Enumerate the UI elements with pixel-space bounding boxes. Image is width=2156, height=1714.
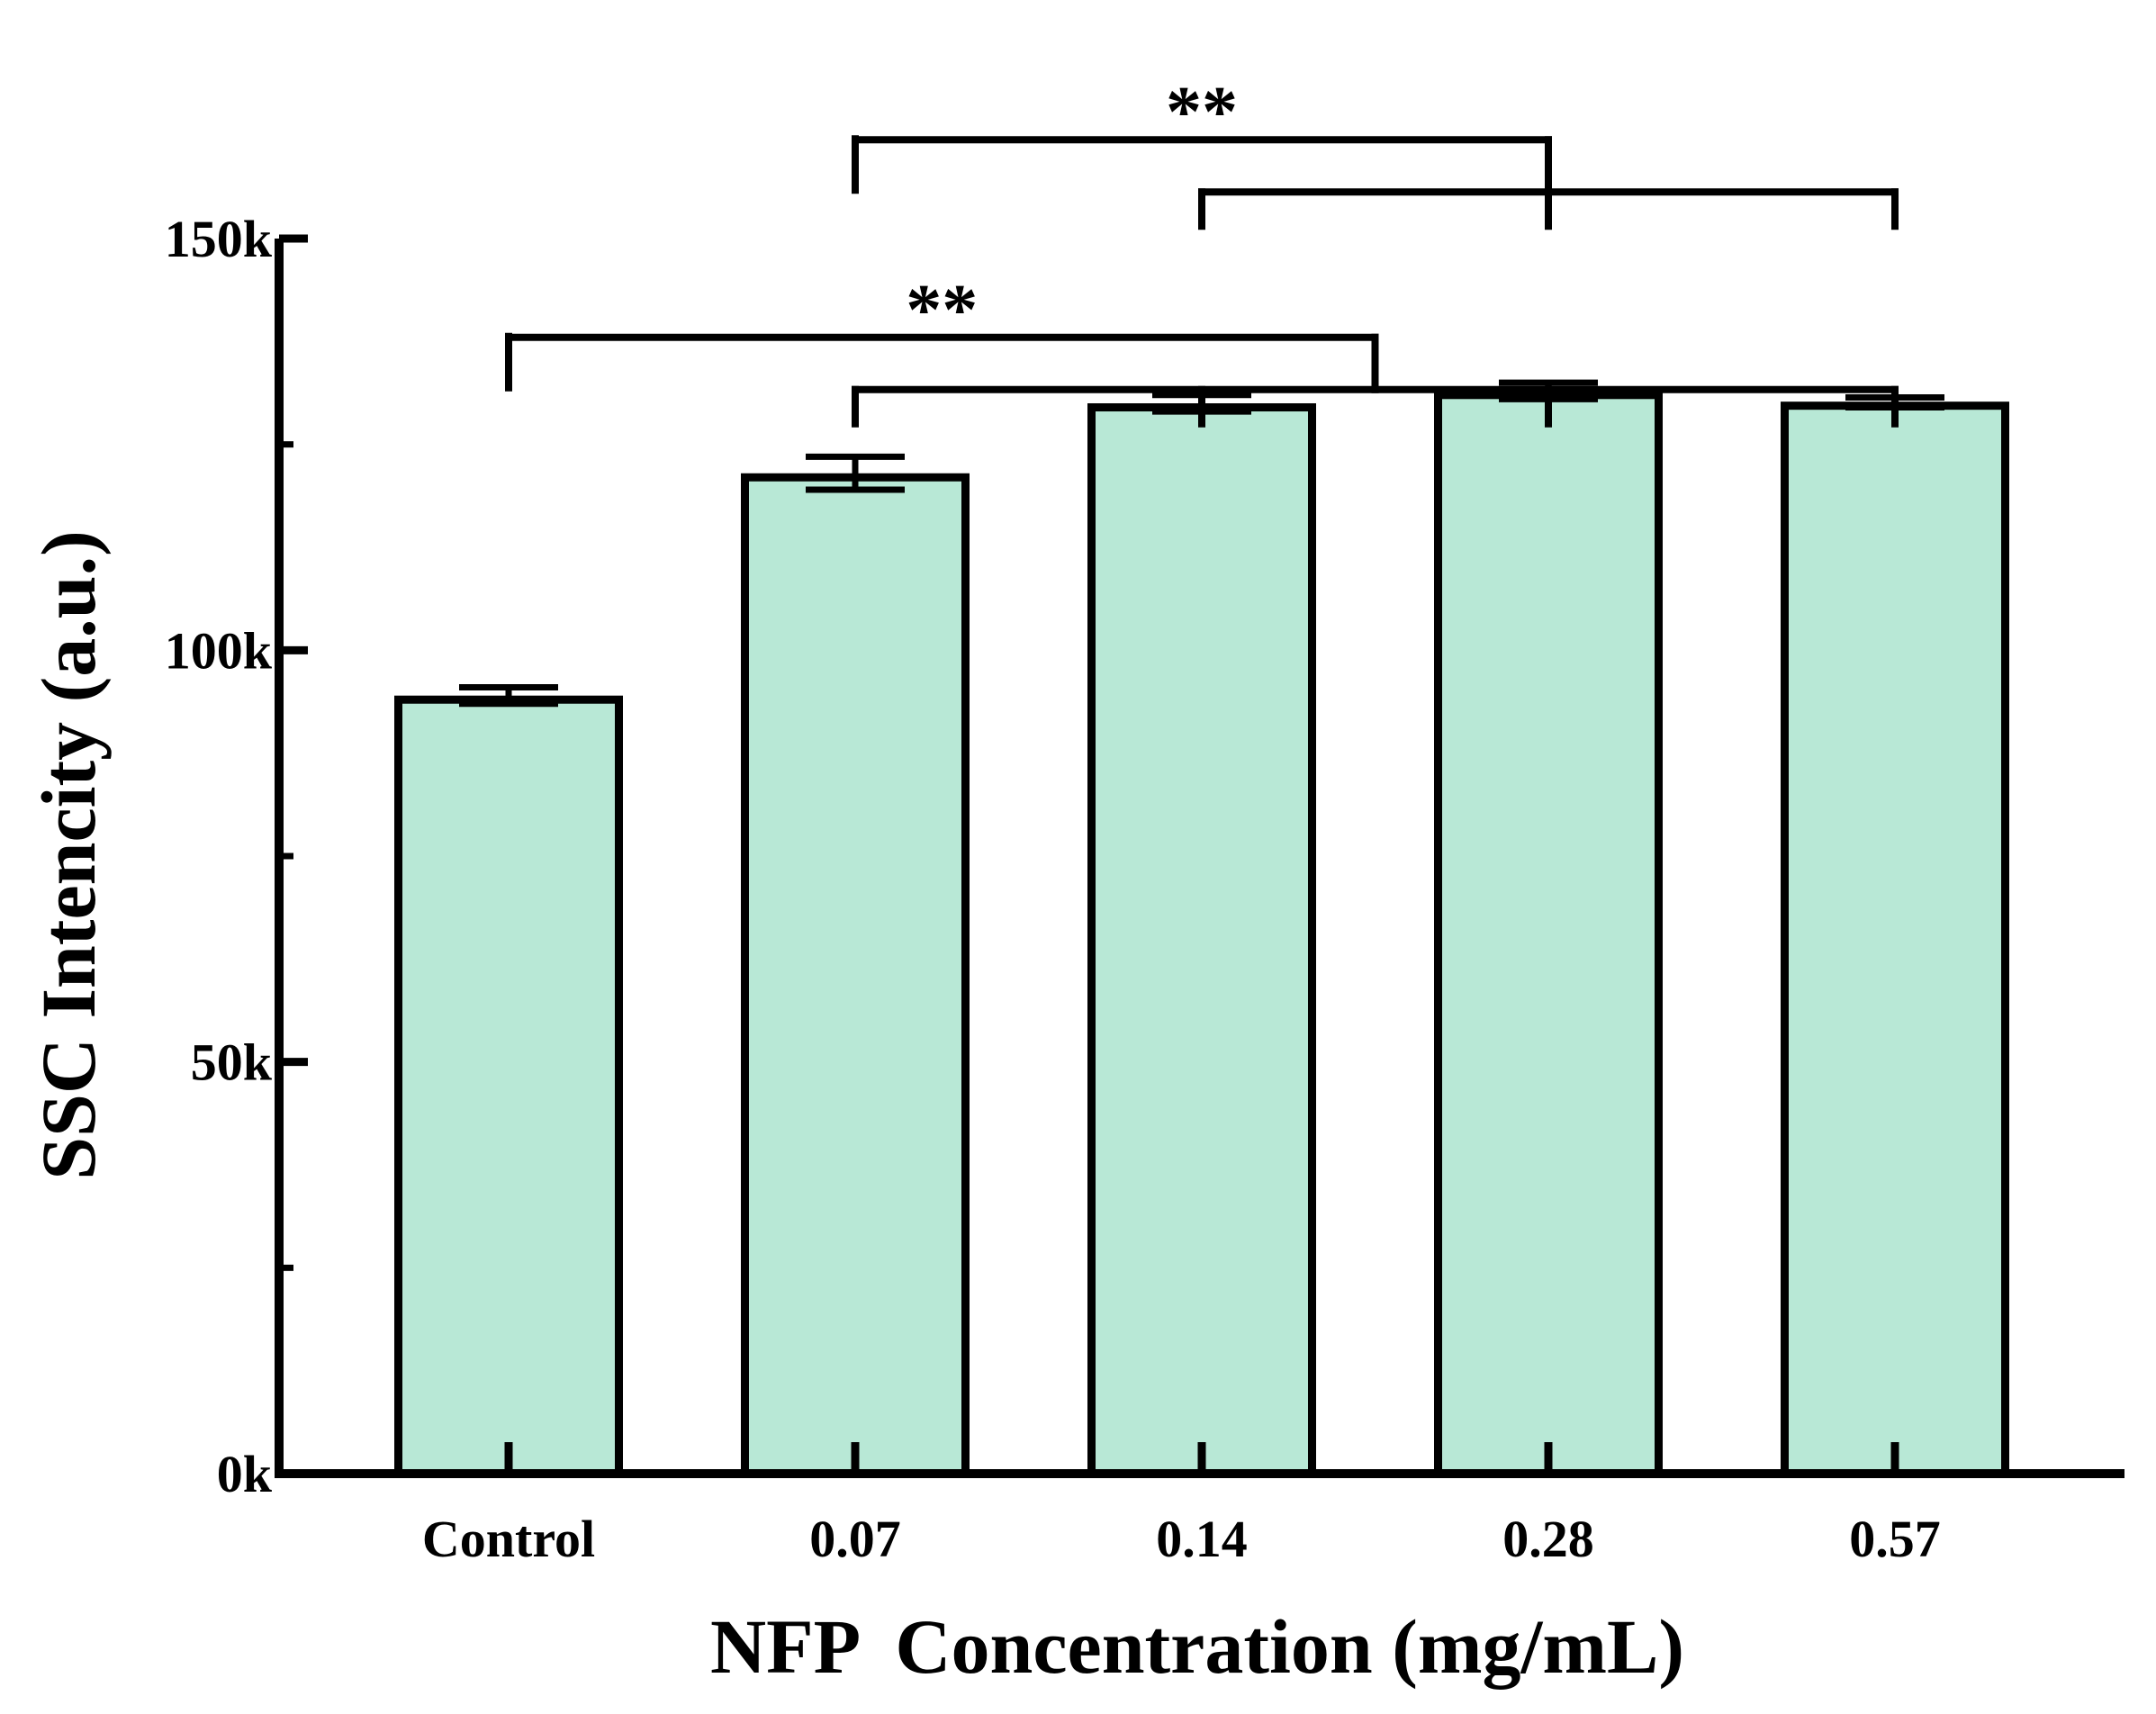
x-axis-title: NFP Concentration (mg/mL) <box>710 1603 1684 1690</box>
x-tick-label-1: 0.07 <box>809 1510 901 1568</box>
x-tick-label-3: 0.28 <box>1502 1510 1594 1568</box>
x-tick-label-0: Control <box>422 1510 595 1568</box>
significance-bracket-0 <box>505 332 1899 428</box>
significance-label-1: ** <box>1166 73 1238 152</box>
significance-label-0: ** <box>906 271 978 350</box>
significance-bracket-1 <box>852 135 1899 230</box>
x-tick-label-2: 0.14 <box>1156 1510 1248 1568</box>
y-tick-label-0: 0k <box>217 1445 273 1503</box>
significance-layer: ** ** <box>505 73 1899 428</box>
bar-4 <box>1781 401 2009 1478</box>
bar-3 <box>1434 391 1663 1478</box>
axes-layer <box>275 234 2124 1478</box>
bars-layer <box>394 391 2009 1478</box>
x-tick-label-4: 0.57 <box>1849 1510 1941 1568</box>
y-tick-label-3: 150k <box>165 210 273 268</box>
bar-0 <box>394 695 623 1478</box>
y-tick-label-1: 50k <box>191 1033 273 1092</box>
labels-layer: 0k 50k 100k 150k Control 0.07 0.14 0.28 0.57 <box>165 210 1941 1568</box>
bar-1 <box>741 473 970 1478</box>
y-tick-label-2: 100k <box>165 621 273 680</box>
bar-2 <box>1087 403 1316 1478</box>
y-axis-title: SSC Intencity (a.u.) <box>25 530 112 1180</box>
